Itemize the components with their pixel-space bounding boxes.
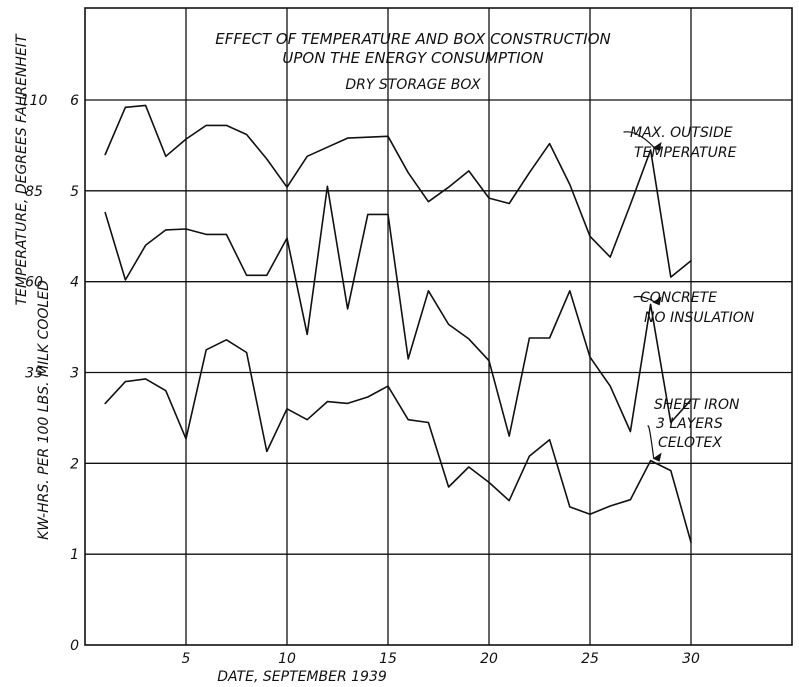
series-label-leader	[623, 131, 655, 148]
series-line	[104, 104, 692, 278]
series-label-leader	[647, 425, 655, 459]
x-tick-label: 15	[379, 651, 397, 667]
series-label-leader	[633, 295, 655, 302]
series-label: TEMPERATURE	[634, 145, 737, 161]
temperature-tick-label: 110	[21, 93, 48, 109]
x-tick-label: 20	[480, 651, 498, 667]
grid	[85, 8, 792, 645]
series-label: CONCRETE	[640, 290, 717, 306]
temperature-tick-label: 35	[25, 366, 43, 382]
series-label: 3 LAYERS	[656, 416, 723, 432]
leader-arrowhead	[652, 296, 662, 306]
temperature-tick-label: 60	[25, 275, 43, 291]
series-lines	[104, 104, 692, 544]
y-axis-label-temperature: TEMPERATURE, DEGREES FAHRENHEIT	[14, 33, 30, 305]
series-label: SHEET IRON	[654, 397, 740, 413]
x-tick-label: 5	[182, 651, 191, 667]
leader-arrowhead	[652, 141, 662, 151]
series-label: MAX. OUTSIDE	[630, 125, 733, 141]
x-tick-label: 10	[278, 651, 296, 667]
y-tick-label: 0	[70, 638, 79, 654]
y-tick-label: 6	[70, 93, 79, 109]
y-axis-label-energy: KW-HRS. PER 100 LBS. MILK COOLED	[36, 280, 52, 540]
chart-title: EFFECT OF TEMPERATURE AND BOX CONSTRUCTI…	[215, 30, 611, 48]
axis-ticks: 5 10 15 20 25 30 0 1 2 3 4 5 6 35 60 85 110	[21, 93, 700, 667]
series-label: CELOTEX	[658, 435, 722, 451]
y-tick-label: 4	[70, 275, 79, 291]
x-tick-label: 25	[581, 651, 599, 667]
chart-subtitle: UPON THE ENERGY CONSUMPTION	[282, 49, 543, 67]
series-line	[104, 185, 692, 437]
series-label: NO INSULATION	[644, 310, 755, 326]
y-tick-label: 2	[70, 456, 79, 472]
y-tick-label: 5	[70, 184, 79, 200]
plot-frame	[84, 7, 793, 646]
x-axis-label: DATE, SEPTEMBER 1939	[217, 669, 387, 685]
x-tick-label: 30	[682, 651, 700, 667]
y-tick-label: 1	[70, 547, 79, 563]
series-labels: MAX. OUTSIDE TEMPERATURE CONCRETE NO INSULA…	[623, 125, 755, 462]
temperature-tick-label: 85	[25, 184, 43, 200]
leader-arrowhead	[652, 452, 662, 462]
y-tick-label: 3	[70, 366, 79, 382]
series-line	[104, 338, 692, 544]
chart-subtitle-2: DRY STORAGE BOX	[345, 77, 481, 93]
